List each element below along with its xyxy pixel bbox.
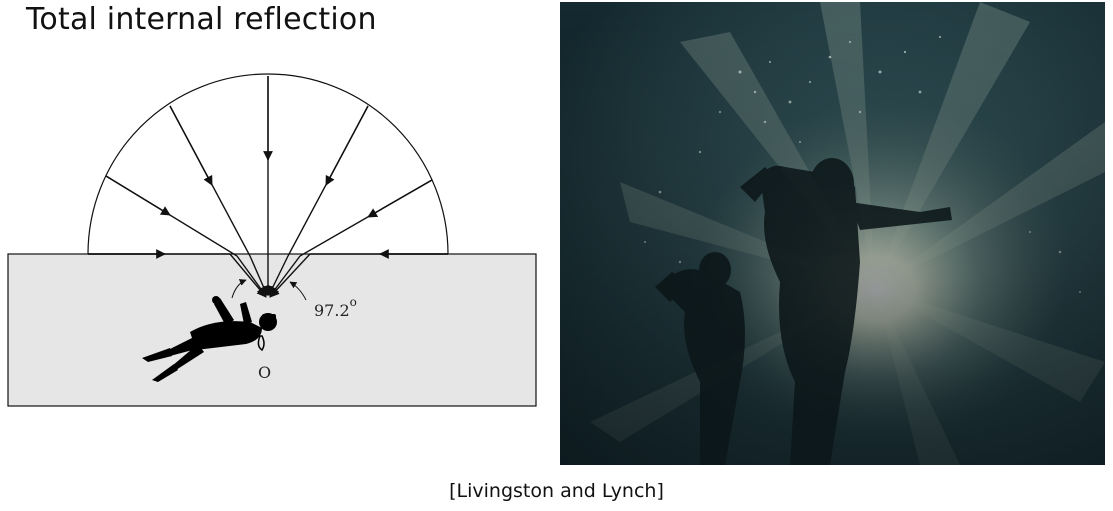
observer-label: O (258, 363, 271, 382)
total-internal-reflection-diagram: 97.2o O (7, 73, 537, 407)
angle-arc-left (231, 279, 247, 299)
diver-silhouette (142, 296, 277, 382)
light-rays (88, 76, 448, 298)
underwater-divers-photo (560, 2, 1105, 465)
source-caption: [Livingston and Lynch] (449, 480, 664, 502)
slide-title: Total internal reflection (26, 2, 377, 37)
angle-arc-right (289, 281, 307, 301)
angle-label: 97.2o (314, 295, 357, 320)
sky-semicircle (87, 73, 449, 255)
